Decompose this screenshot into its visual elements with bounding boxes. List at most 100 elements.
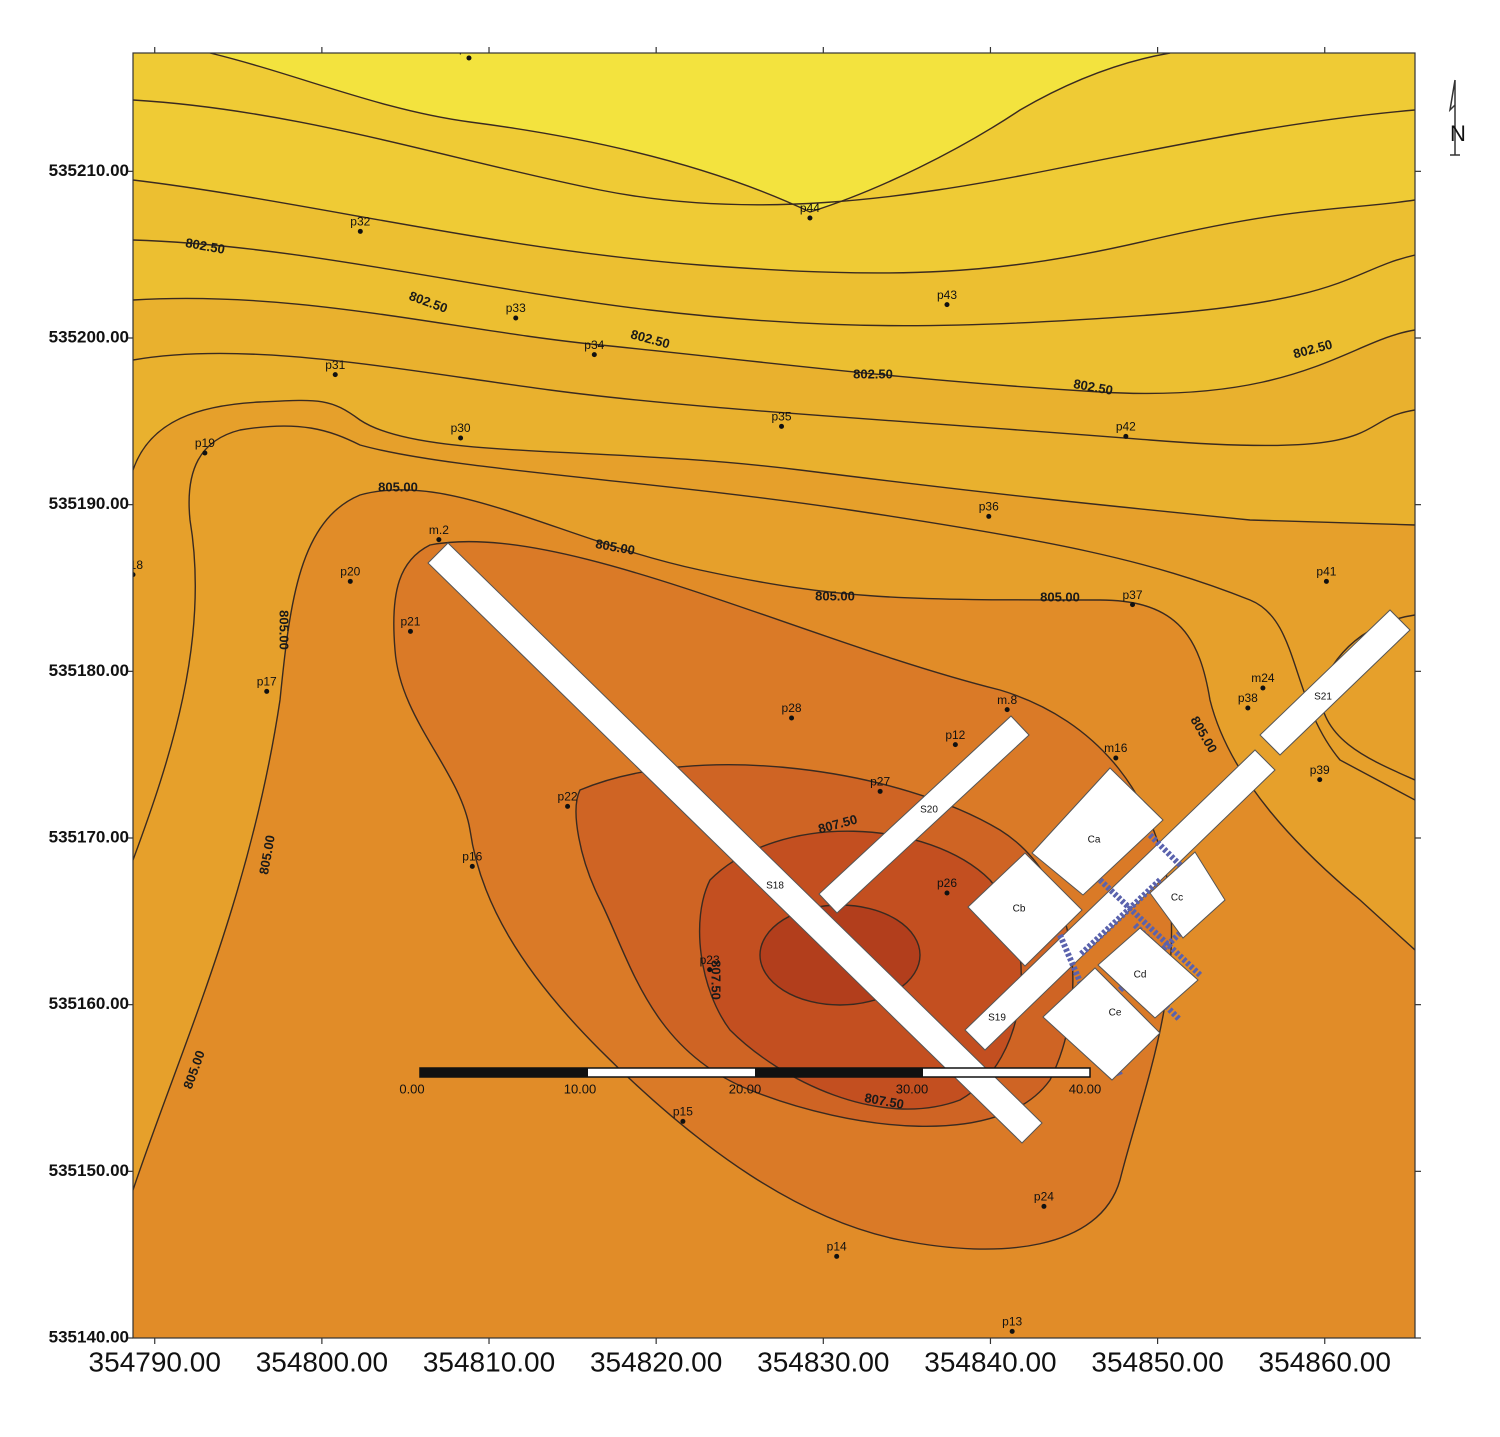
survey-point [1113,755,1119,761]
survey-point-label: p20 [340,565,360,579]
survey-point [944,302,950,308]
survey-point-label: p12 [945,728,965,742]
survey-point-label: p19 [195,436,215,450]
survey-point [469,863,475,869]
y-tick-label: 535210.00 [49,161,129,180]
survey-point-label: p21 [400,615,420,629]
survey-point-label: p14 [827,1240,847,1254]
scale-bar-label: 40.00 [1069,1081,1102,1096]
contour-label: 802.50 [184,235,226,257]
north-arrow-shape [1448,79,1460,156]
survey-point [1123,433,1129,439]
structure [427,542,1043,1144]
survey-point-label: p13 [1002,1315,1022,1329]
survey-point-label: p27 [870,775,890,789]
structure [967,852,1083,967]
survey-point-label: p18 [123,558,143,572]
survey-point-label: p31 [325,358,345,372]
x-tick-label: 354800.00 [256,1346,388,1377]
structure-label: Ca [1088,835,1101,846]
structure-label: S18 [766,881,784,892]
survey-point [1245,705,1251,711]
survey-point [952,742,958,748]
contour-label: 805.00 [277,610,292,650]
survey-point [202,450,208,456]
survey-point-label: m.2 [429,523,449,537]
survey-point-label: p23 [700,953,720,967]
x-tick-label: 354830.00 [757,1346,889,1377]
contour-label: 805.00 [815,588,855,603]
survey-point-label: p41 [1316,565,1336,579]
survey-point-label: m16 [1104,741,1128,755]
scale-bar-label: 20.00 [729,1081,762,1096]
survey-point-label: p37 [1123,588,1143,602]
survey-point [944,890,950,896]
contour-label: 807.50 [863,1090,905,1112]
survey-point [133,572,136,578]
survey-point-label: p26 [937,876,957,890]
survey-point-label: m24 [1251,671,1275,685]
survey-point-label: p45 [459,41,479,55]
structure [1031,767,1164,896]
survey-point-label: p38 [1238,691,1258,705]
survey-point [1009,1328,1015,1334]
structure [818,715,1030,914]
structure [1042,967,1161,1081]
x-tick-label: 354860.00 [1259,1346,1391,1377]
structure [1149,851,1226,939]
contour-line [133,179,1415,274]
contour-line [133,489,1415,1191]
x-tick-label: 354810.00 [423,1346,555,1377]
contour-line [133,297,1415,395]
structure [1097,927,1199,1019]
scale-bar-segment [420,1068,588,1077]
scale-bar-label: 10.00 [564,1081,597,1096]
contour-label: 805.00 [378,479,418,494]
contour-label: 807.50 [709,960,724,1000]
survey-point [789,715,795,721]
x-tick-label: 354790.00 [89,1346,221,1377]
survey-points: p45 p44 p32 p43 p33 p34 p31 p35 p42 p30 p19 p36 p18 p… [123,41,1337,1334]
survey-point [834,1253,840,1259]
x-tick-label: 354850.00 [1091,1346,1223,1377]
structure-label: S21 [1314,692,1332,703]
y-tick-label: 535170.00 [49,827,129,846]
survey-point-label: p44 [800,201,820,215]
survey-point-label: p32 [350,215,370,229]
survey-point [1323,578,1329,584]
survey-point [458,435,464,441]
y-tick-label: 535140.00 [49,1327,129,1346]
survey-point-label: p22 [558,790,578,804]
survey-point [1260,685,1266,691]
survey-point-label: p17 [257,675,277,689]
structure-label: S20 [920,805,938,816]
y-tick-label: 535200.00 [49,327,129,346]
survey-point [347,578,353,584]
contour-line [209,53,1171,213]
survey-point-label: p36 [979,500,999,514]
survey-point-label: p33 [506,301,526,315]
survey-point-label: p35 [772,410,792,424]
x-tick-label: 354840.00 [924,1346,1056,1377]
y-tick-label: 535190.00 [49,494,129,513]
contour-line [393,540,1173,1250]
contour-label: 805.00 [1040,589,1080,604]
survey-point-label: p30 [451,421,471,435]
survey-point [591,352,597,358]
structure-label: Ce [1109,1008,1122,1019]
scale-bar-label: 30.00 [896,1081,929,1096]
survey-point [1041,1203,1047,1209]
x-tick-label: 354820.00 [590,1346,722,1377]
survey-point [513,315,519,321]
structure [964,749,1276,1051]
survey-point [1004,707,1010,713]
survey-point-label: p42 [1116,420,1136,434]
survey-point-label: p43 [937,288,957,302]
contour-line [133,352,1415,447]
survey-point [357,228,363,234]
survey-point-label: p24 [1034,1190,1054,1204]
structure-label: S19 [988,1013,1006,1024]
contour-label: 805.00 [256,834,278,876]
survey-point-label: p28 [782,701,802,715]
